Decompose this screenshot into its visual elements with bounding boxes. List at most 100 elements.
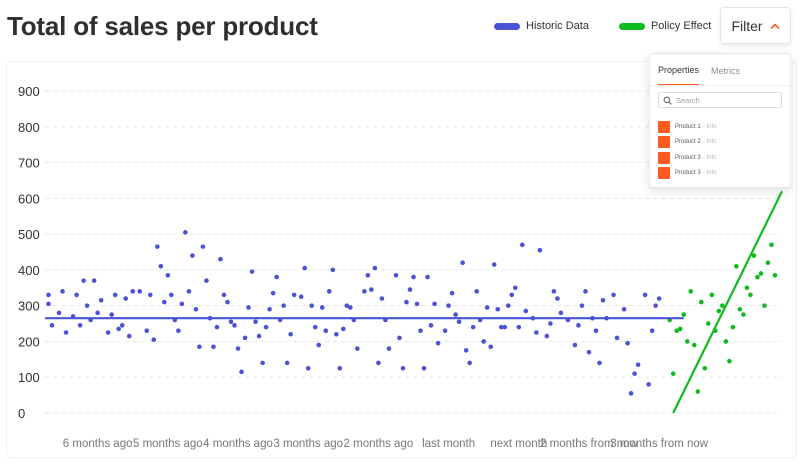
y-tick-label: 900 (18, 84, 40, 99)
historic-point (126, 333, 132, 339)
historic-point (372, 265, 378, 271)
historic-point (428, 323, 434, 328)
product-info: - Info (702, 123, 717, 130)
historic-point (256, 333, 262, 339)
historic-point (484, 305, 490, 310)
historic-point (305, 365, 311, 371)
checkbox-checked-icon[interactable] (658, 167, 670, 180)
historic-point (414, 301, 420, 307)
checkbox-checked-icon[interactable] (658, 151, 670, 164)
policy-point (684, 339, 690, 344)
historic-point (537, 247, 543, 253)
historic-point (555, 296, 560, 301)
policy-point (709, 292, 715, 298)
historic-point (505, 303, 511, 308)
tab-properties[interactable]: Properties (658, 65, 700, 85)
search-icon (663, 96, 672, 105)
y-axis-ticks: 0 100 200 300 400 500 600 700 800 900 (18, 84, 40, 421)
historic-point (158, 264, 164, 269)
legend: Historic Data Policy Effect (494, 20, 741, 32)
historic-point (355, 346, 360, 351)
checkbox-checked-icon[interactable] (658, 120, 670, 133)
historic-point (407, 287, 413, 292)
historic-point (600, 298, 606, 303)
filter-button[interactable]: Filter (720, 7, 791, 44)
historic-point (474, 289, 479, 294)
historic-point (74, 292, 79, 298)
product-item[interactable]: Product 3 - Info (658, 150, 790, 166)
historic-point (488, 344, 494, 350)
product-item[interactable]: Product 3 - Info (658, 166, 790, 182)
historic-point (397, 335, 402, 341)
historic-point (211, 344, 216, 350)
product-item[interactable]: Product 2 - Info (658, 135, 790, 151)
historic-point (481, 339, 486, 344)
historic-point (435, 340, 441, 346)
legend-item-historic[interactable]: Historic Data (494, 20, 589, 32)
filter-tabs: Properties Metrics (650, 54, 790, 86)
historic-point (421, 365, 427, 371)
historic-point (183, 230, 188, 235)
filter-button-label: Filter (731, 17, 763, 34)
historic-point (109, 312, 114, 317)
product-label: Product 3 (675, 154, 701, 161)
historic-point (495, 306, 501, 312)
historic-point (432, 301, 437, 307)
product-label: Product 3 (675, 170, 701, 177)
checkbox-checked-icon[interactable] (658, 136, 670, 149)
policy-point (769, 242, 774, 248)
y-tick-label: 600 (18, 191, 40, 206)
policy-point (677, 326, 683, 332)
policy-point (737, 306, 743, 312)
historic-point (611, 292, 616, 298)
data-points (46, 230, 778, 396)
tab-metrics[interactable]: Metrics (711, 66, 741, 76)
historic-point (165, 272, 171, 278)
historic-point (186, 289, 192, 294)
historic-point (312, 324, 318, 330)
historic-point (326, 289, 332, 294)
legend-label-policy: Policy Effect (650, 20, 712, 32)
historic-point (260, 360, 265, 366)
fit-lines (45, 190, 783, 414)
historic-point (298, 294, 304, 300)
product-info: - Info (702, 170, 717, 177)
legend-item-policy[interactable]: Policy Effect (618, 20, 712, 32)
historic-point (81, 278, 86, 283)
historic-point (593, 328, 599, 334)
historic-point (176, 328, 181, 334)
historic-point (386, 346, 392, 351)
search-input[interactable] (676, 95, 776, 105)
historic-point (60, 289, 65, 294)
y-tick-label: 0 (18, 406, 25, 421)
product-label: Product 2 (675, 139, 701, 146)
historic-point (214, 324, 220, 330)
historic-point (583, 289, 588, 294)
sales-scatter-chart: 0 100 200 300 400 500 600 700 800 900 6 months ag… (18, 84, 783, 450)
historic-point (337, 365, 343, 371)
historic-point (204, 278, 209, 283)
legend-swatch-historic (494, 22, 520, 30)
historic-point (418, 328, 423, 334)
policy-point (691, 342, 697, 348)
historic-point (242, 335, 248, 341)
historic-point (95, 310, 100, 316)
historic-point (519, 242, 525, 248)
historic-point (63, 330, 69, 335)
historic-point (411, 274, 416, 280)
historic-point (656, 296, 662, 301)
historic-point (284, 360, 290, 366)
historic-point (341, 326, 346, 332)
policy-point (741, 312, 746, 317)
historic-point (632, 371, 637, 376)
x-tick-label: 3 months ago (273, 438, 343, 450)
policy-point (706, 321, 711, 326)
x-tick-label: 2 months from now (540, 438, 638, 450)
historic-point (249, 269, 255, 274)
policy-point (698, 299, 704, 305)
x-tick-label: 3 months from now (610, 438, 708, 450)
historic-point (246, 305, 251, 310)
product-item[interactable]: Product 1 - Info (658, 119, 790, 135)
historic-point (225, 299, 230, 305)
historic-point (179, 301, 185, 307)
